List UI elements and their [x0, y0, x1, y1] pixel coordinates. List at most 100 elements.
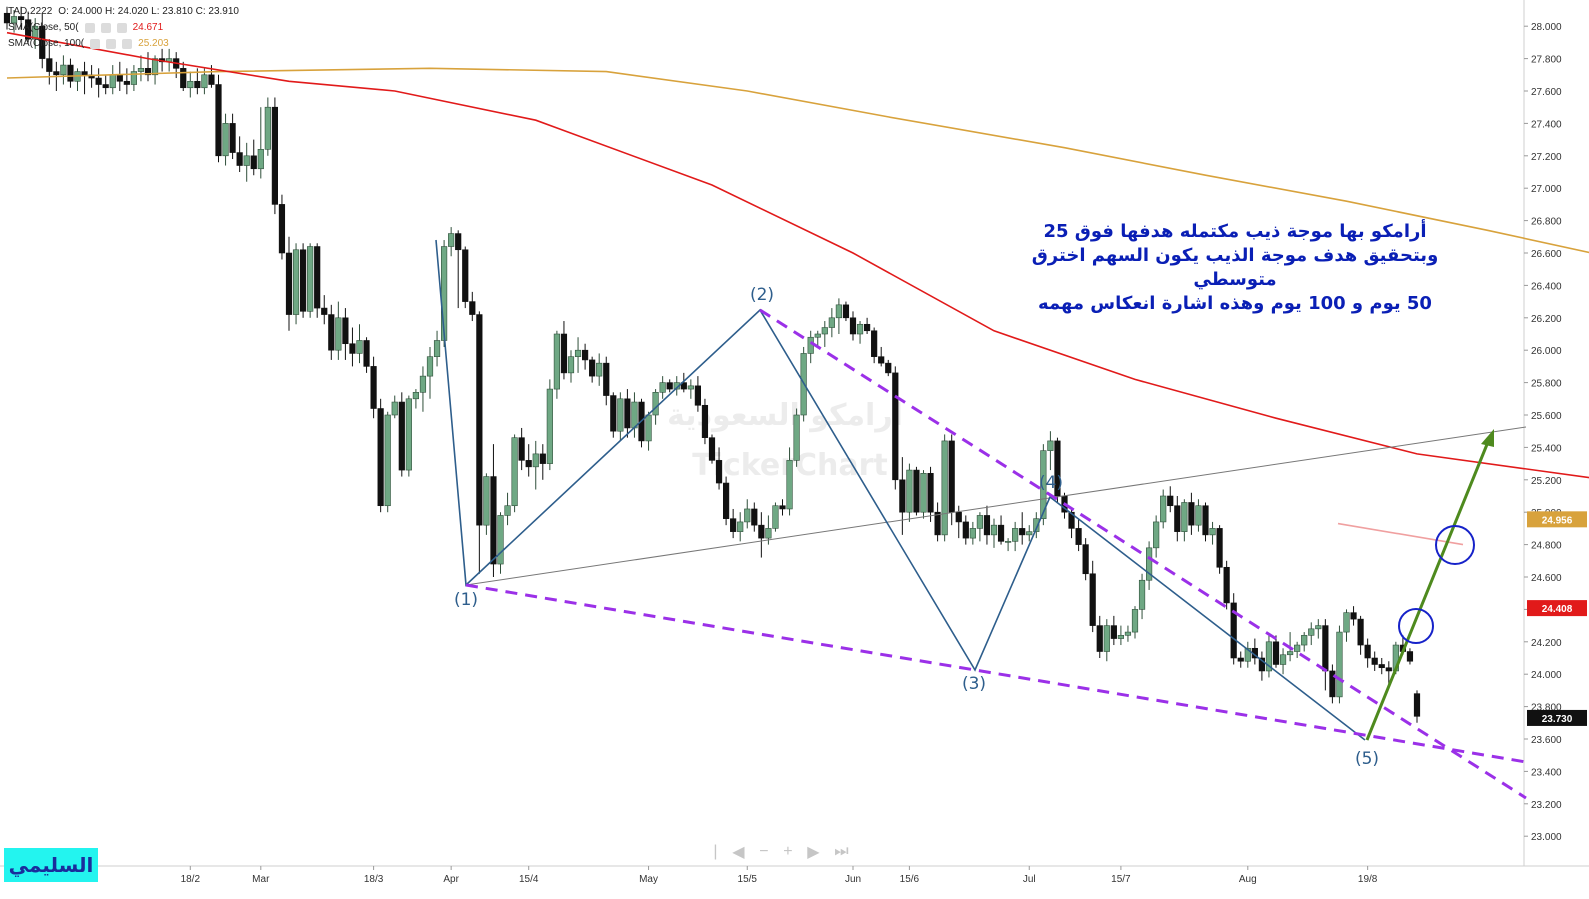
candle-body — [589, 359, 596, 377]
candle-body — [3, 12, 11, 24]
candle-body — [730, 518, 737, 532]
minus-icon[interactable]: − — [759, 843, 769, 860]
candle-body — [1272, 641, 1280, 665]
candle-body — [433, 340, 441, 357]
candle-body — [581, 349, 589, 361]
x-tick-label: Jun — [845, 874, 861, 885]
candle — [102, 74, 109, 95]
candle-body — [250, 155, 257, 170]
candle — [173, 52, 180, 79]
candle — [1279, 648, 1287, 675]
candle — [419, 366, 427, 412]
price-tag-label: 24.956 — [1542, 515, 1573, 526]
candle-body — [694, 385, 701, 406]
candle-body — [32, 25, 39, 40]
candle — [109, 65, 116, 95]
candle — [123, 68, 130, 95]
candle-body — [469, 301, 476, 315]
candle-body — [1350, 612, 1357, 620]
candle — [405, 395, 412, 477]
candle-body — [1195, 505, 1202, 526]
candle — [391, 395, 398, 419]
candle — [878, 346, 885, 367]
candle — [955, 505, 962, 539]
candle-body — [25, 19, 32, 40]
candle-body — [356, 340, 363, 354]
candle — [17, 6, 25, 30]
candle — [250, 139, 257, 176]
candle — [581, 343, 589, 370]
candle — [1075, 518, 1082, 552]
candle — [356, 324, 363, 364]
candle — [88, 65, 95, 88]
candle — [1329, 664, 1336, 704]
candle-body — [1237, 657, 1244, 662]
candle-body — [878, 356, 885, 364]
candle-body — [1026, 531, 1033, 536]
separator-icon: | — [713, 843, 718, 860]
candle-body — [645, 414, 652, 442]
candle — [180, 61, 187, 91]
candle-body — [1089, 573, 1096, 626]
plus-icon[interactable]: + — [783, 843, 793, 860]
candle-body — [1364, 644, 1371, 659]
candle-body — [1385, 667, 1392, 672]
candle-body — [1096, 625, 1103, 652]
candle — [3, 6, 11, 30]
candle-body — [1209, 528, 1216, 536]
candle-body — [497, 515, 504, 565]
candle-body — [892, 372, 899, 481]
y-tick-label: 26.800 — [1531, 217, 1562, 228]
skip-end-icon[interactable]: ⏭ — [834, 843, 849, 860]
sma100-value: 25.203 — [138, 38, 169, 49]
eye-icon[interactable] — [90, 39, 101, 49]
eye-icon[interactable] — [84, 23, 95, 33]
candle-body — [377, 408, 384, 507]
chevron-right-icon[interactable]: ▶ — [807, 844, 820, 861]
gear-icon[interactable] — [100, 23, 111, 33]
price-tag-label: 24.408 — [1542, 604, 1573, 615]
price-tag: 24.956 — [1527, 511, 1587, 528]
candle — [1413, 690, 1421, 723]
sma100-label: SMA(Close, 100( — [8, 38, 85, 49]
y-tick-label: 27.400 — [1531, 119, 1562, 130]
candle-body — [208, 74, 215, 85]
candle — [314, 243, 321, 318]
candle — [95, 68, 102, 98]
candle-body — [17, 16, 25, 21]
candle-body — [617, 398, 624, 432]
candle-body — [321, 307, 328, 315]
ohlc-label: O: 24.000 H: 24.020 L: 23.810 C: 23.910 — [58, 6, 239, 17]
candle-body — [631, 401, 638, 429]
chevron-left-icon[interactable]: ◀ — [732, 844, 745, 861]
close-icon[interactable] — [122, 39, 133, 49]
candle-body — [95, 77, 102, 85]
close-icon[interactable] — [116, 23, 127, 33]
candle-body — [835, 304, 842, 319]
candle — [624, 389, 631, 438]
candle — [1012, 521, 1019, 552]
candle — [680, 372, 687, 393]
gear-icon[interactable] — [106, 39, 117, 49]
candle-body — [666, 382, 673, 390]
candle-body — [1019, 528, 1026, 536]
candle-body — [1329, 670, 1336, 698]
candle-body — [624, 398, 631, 429]
price-tag: 23.730 — [1527, 709, 1587, 726]
arrow-head-icon — [1481, 429, 1494, 447]
candle-body — [955, 511, 962, 523]
candle-body — [398, 401, 405, 471]
candle — [187, 71, 194, 98]
candle — [1096, 615, 1103, 658]
candle-body — [525, 460, 532, 468]
candle — [758, 512, 765, 558]
wave-label-1: (1) — [454, 590, 478, 610]
candle — [589, 356, 596, 383]
candle-body — [1138, 579, 1146, 610]
candle-body — [292, 249, 300, 315]
candle — [243, 142, 250, 182]
candle — [744, 499, 751, 529]
candle — [546, 379, 553, 471]
candle-body — [1287, 651, 1294, 656]
